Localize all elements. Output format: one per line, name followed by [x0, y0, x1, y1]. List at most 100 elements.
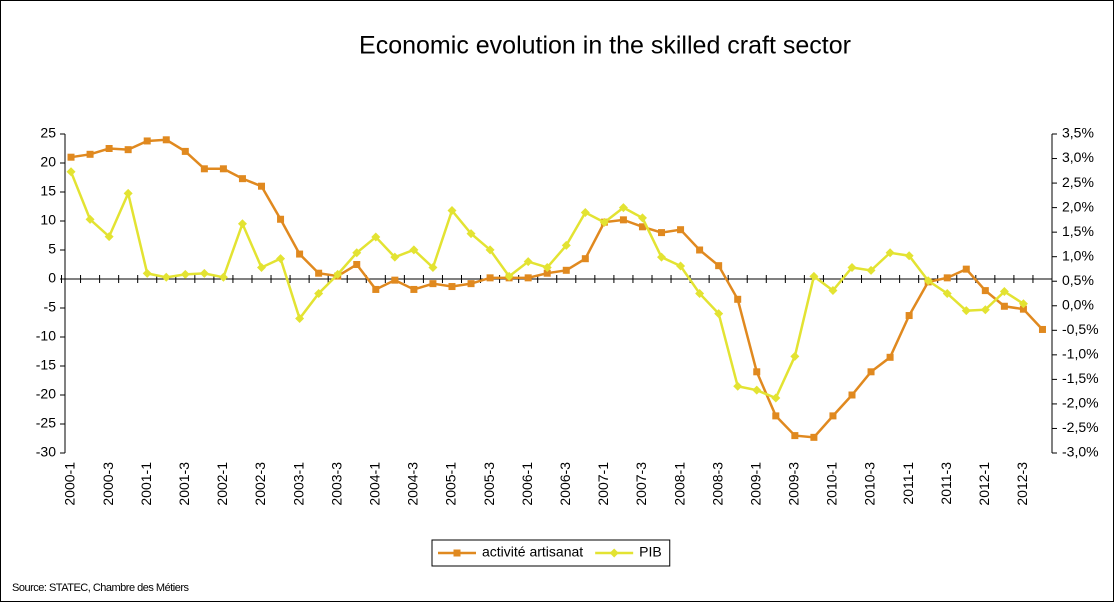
- y2-tick-label: -2,0%: [1062, 395, 1099, 411]
- data-point: [485, 245, 495, 255]
- y-tick-label: 15: [40, 183, 56, 199]
- x-tick-label: 2008-1: [671, 462, 687, 506]
- legend: activité artisanat PIB: [431, 539, 671, 567]
- data-point: [733, 381, 743, 391]
- y-tick-label: 25: [40, 125, 56, 141]
- data-point: [810, 433, 818, 441]
- x-tick-label: 2010-1: [824, 462, 840, 506]
- y-tick-label: 0: [48, 270, 56, 286]
- x-tick-label: 2008-3: [709, 462, 725, 506]
- data-point: [409, 245, 419, 255]
- data-point: [715, 262, 723, 270]
- y-tick-label: -15: [36, 357, 56, 373]
- data-point: [372, 285, 380, 293]
- data-point: [523, 257, 533, 267]
- data-point: [580, 208, 590, 218]
- x-tick-label: 2001-3: [176, 462, 192, 506]
- data-point: [658, 229, 666, 237]
- series-line: [70, 138, 1044, 439]
- data-point: [867, 368, 875, 376]
- data-point: [315, 269, 323, 277]
- y2-tick-label: 2,5%: [1062, 174, 1094, 190]
- x-tick-label: 2003-1: [290, 462, 306, 506]
- data-point: [791, 432, 799, 440]
- data-point: [428, 262, 438, 272]
- data-point: [124, 146, 132, 154]
- data-point: [999, 287, 1009, 297]
- data-point: [467, 280, 475, 288]
- data-point: [581, 255, 589, 263]
- y2-tick-label: -3,0%: [1062, 444, 1099, 460]
- data-point: [772, 412, 780, 420]
- data-point: [542, 262, 552, 272]
- chart-title: Economic evolution in the skilled craft …: [359, 32, 851, 60]
- data-point: [543, 269, 551, 277]
- data-point: [390, 252, 400, 262]
- data-point: [161, 272, 171, 282]
- data-point: [847, 262, 857, 272]
- data-point: [257, 262, 267, 272]
- legend-label: PIB: [639, 544, 662, 560]
- data-point: [609, 548, 619, 558]
- data-point: [943, 274, 951, 282]
- data-point: [123, 188, 133, 198]
- data-point: [219, 165, 227, 173]
- data-point: [67, 153, 75, 161]
- data-point: [333, 269, 343, 279]
- data-point: [828, 286, 838, 296]
- data-point: [981, 287, 989, 295]
- data-point: [1019, 305, 1027, 313]
- data-point: [619, 216, 627, 224]
- x-tick-label: 2009-1: [747, 462, 763, 506]
- x-tick-label: 2009-3: [786, 462, 802, 506]
- data-point: [200, 165, 208, 173]
- x-tick-label: 2005-3: [481, 462, 497, 506]
- data-point: [866, 265, 876, 275]
- y2-tick-label: 0,0%: [1062, 296, 1094, 312]
- x-tick-label: 2011-3: [938, 462, 954, 505]
- x-tick-label: 2006-3: [557, 462, 573, 506]
- data-point: [696, 246, 704, 254]
- data-point: [85, 214, 95, 224]
- legend-label: activité artisanat: [482, 544, 583, 560]
- data-point: [886, 353, 894, 361]
- y2-tick-label: 3,5%: [1062, 125, 1094, 141]
- data-point: [618, 203, 628, 213]
- y-tick-label: -5: [44, 299, 57, 315]
- y-tick-label: -30: [36, 444, 56, 460]
- y2-tick-label: 1,0%: [1062, 247, 1094, 263]
- x-tick-label: 2000-3: [100, 462, 116, 506]
- x-tick-label: 2006-1: [519, 462, 535, 506]
- data-point: [277, 215, 285, 223]
- y2-tick-label: 3,0%: [1062, 149, 1094, 165]
- data-point: [1018, 299, 1028, 309]
- x-tick-label: 2002-1: [214, 462, 230, 506]
- data-point: [162, 136, 170, 144]
- data-point: [885, 248, 895, 258]
- data-point: [276, 254, 286, 264]
- data-point: [657, 252, 667, 262]
- data-point: [453, 549, 461, 557]
- y2-tick-label: -0,5%: [1062, 321, 1099, 337]
- data-point: [923, 276, 933, 286]
- data-point: [142, 268, 152, 278]
- y-tick-label: -10: [36, 328, 56, 344]
- data-point: [448, 283, 456, 291]
- data-point: [295, 314, 305, 324]
- data-point: [753, 368, 761, 376]
- data-point: [562, 266, 570, 274]
- data-point: [391, 276, 399, 284]
- y2-tick-label: 0,5%: [1062, 272, 1094, 288]
- data-point: [561, 240, 571, 250]
- y2-tick-label: -1,0%: [1062, 346, 1099, 362]
- y-tick-label: 10: [40, 212, 56, 228]
- data-point: [486, 274, 494, 282]
- data-point: [258, 182, 266, 190]
- data-point: [771, 393, 781, 403]
- data-point: [848, 391, 856, 399]
- data-point: [352, 248, 362, 258]
- x-tick-label: 2000-1: [62, 462, 78, 506]
- y2-tick-label: -2,5%: [1062, 419, 1099, 435]
